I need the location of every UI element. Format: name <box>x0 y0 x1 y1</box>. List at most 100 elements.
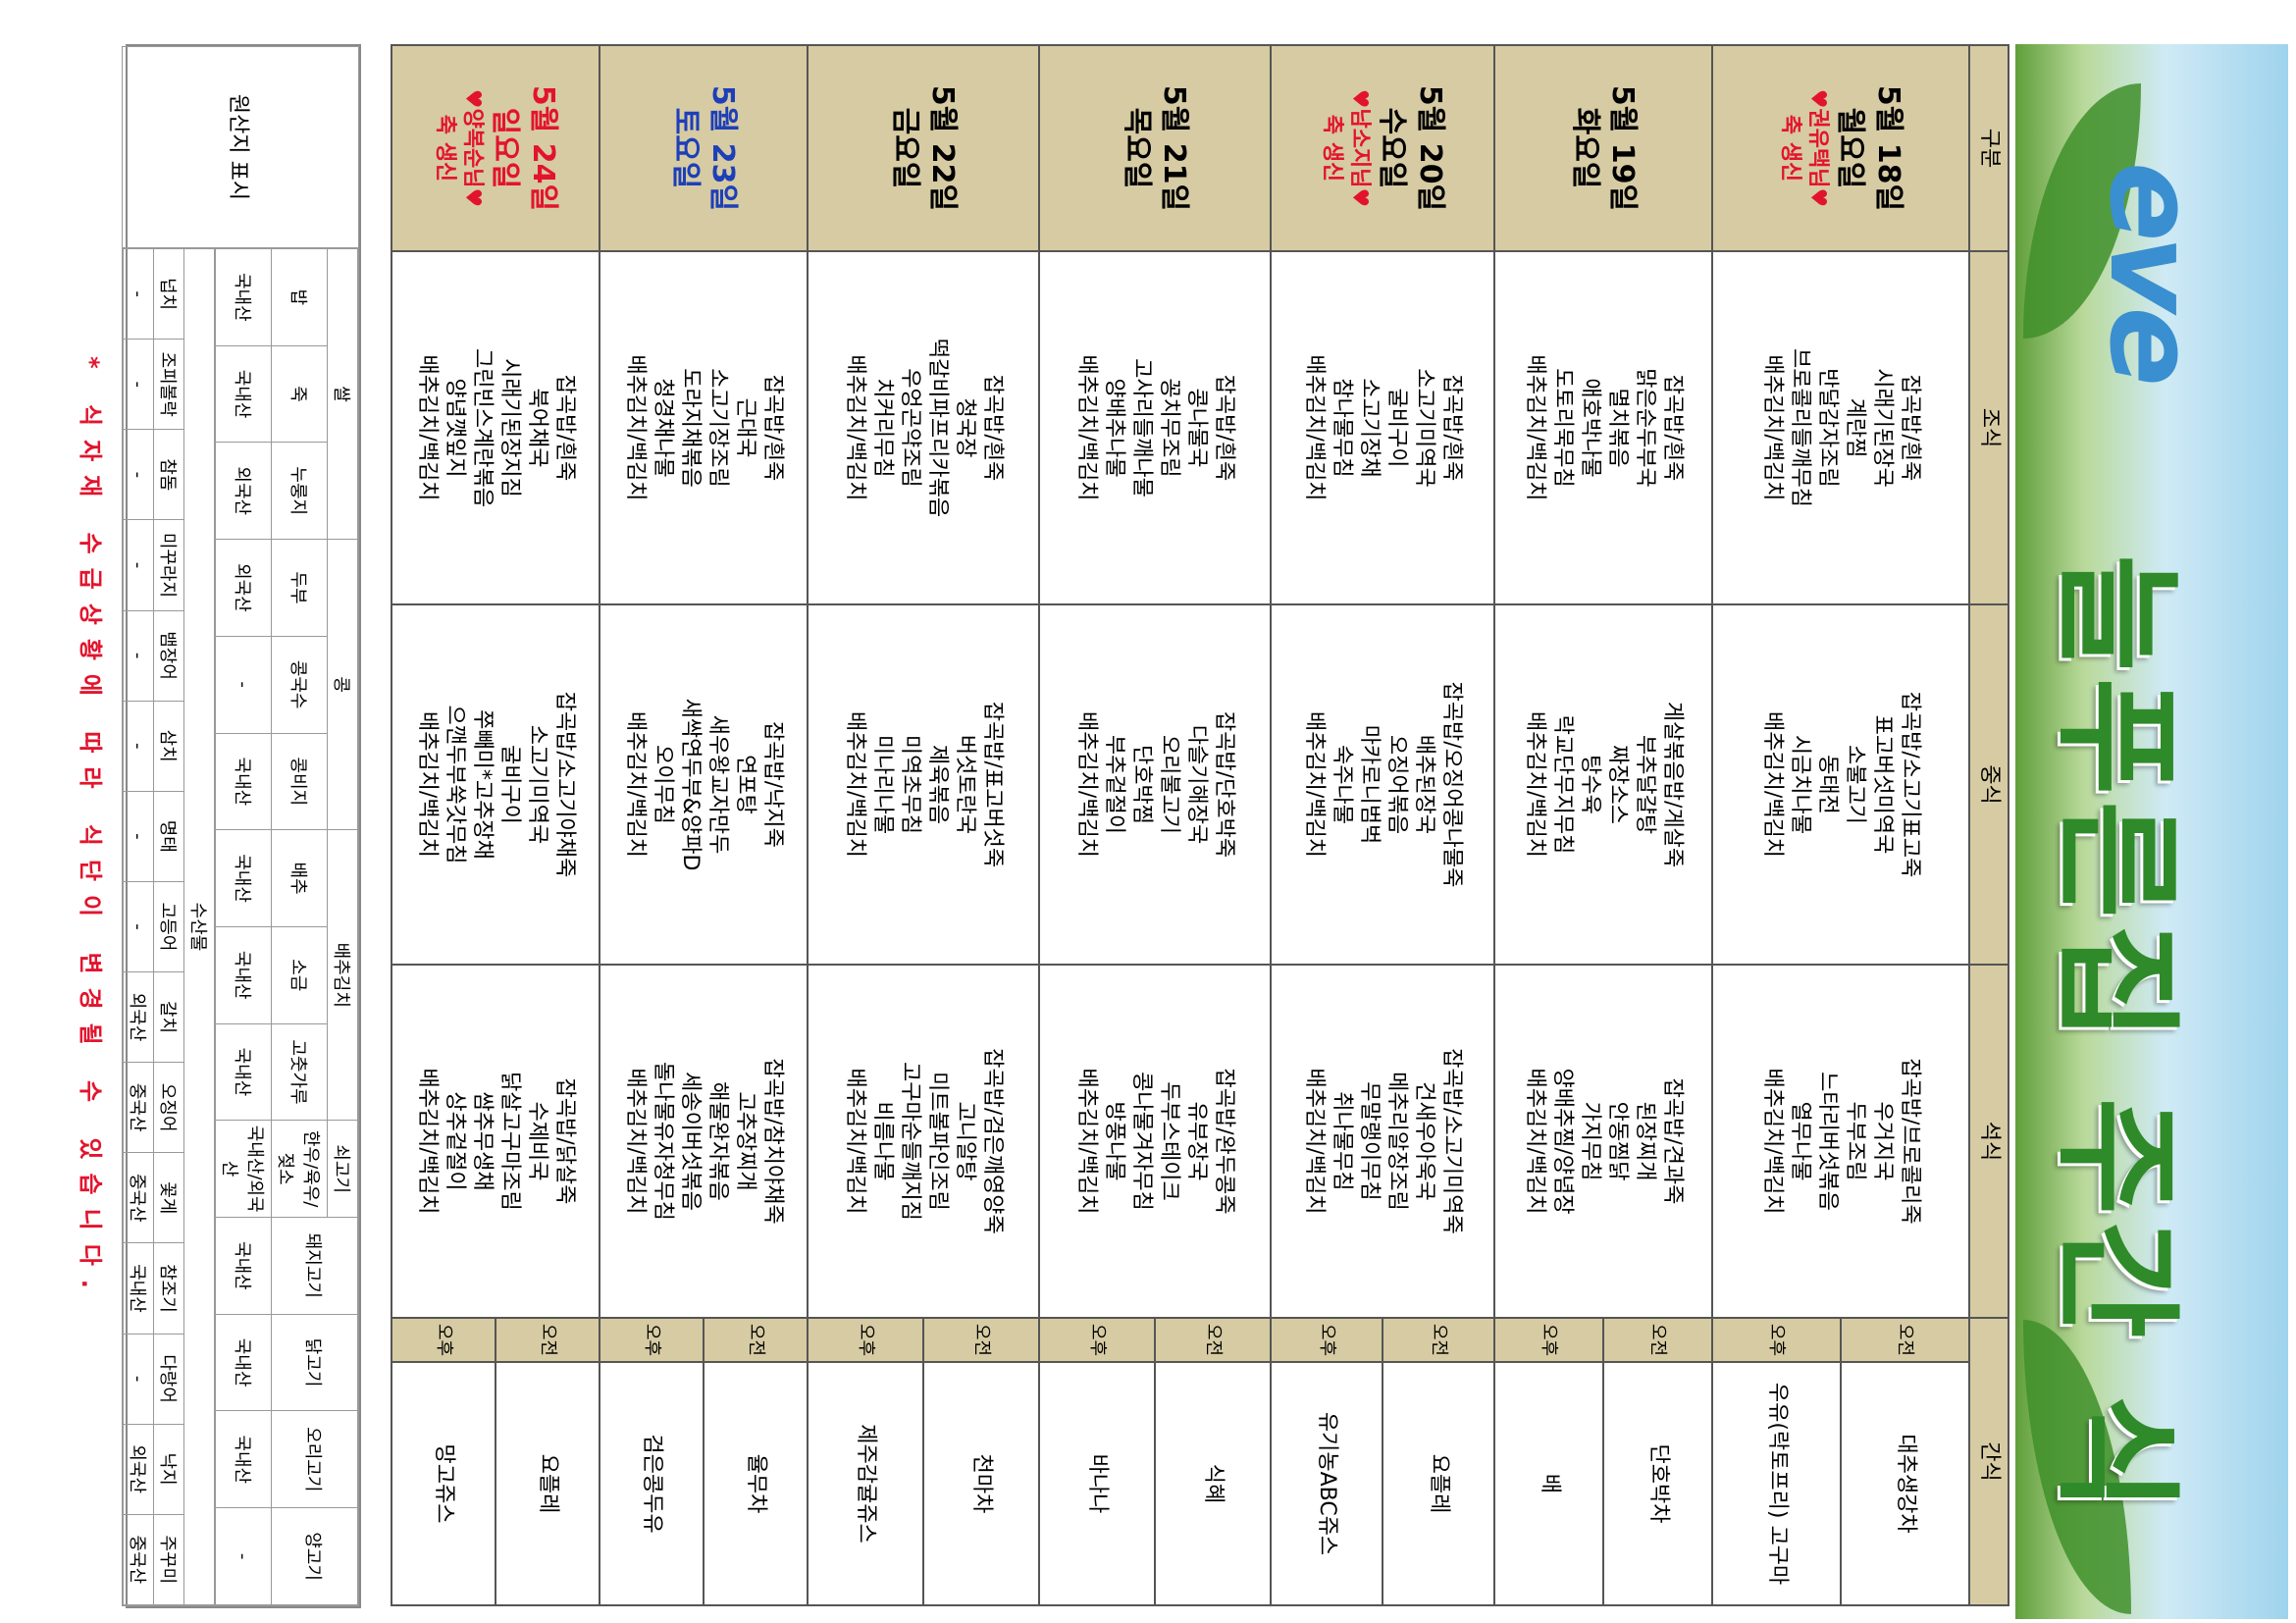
snack-item: 단호박차 <box>1603 1362 1712 1606</box>
dish: 배추김치/백김치 <box>1301 354 1327 501</box>
origin-row: - - - - - - - - 외국산 중국산 중국산 국내산 - 외국산 중국산 <box>123 248 154 1605</box>
birthday-name: ♥양복순님♥ <box>459 88 485 208</box>
item-origin: 외국산 <box>215 442 272 540</box>
dish: 꽁치무조림 <box>1157 378 1182 478</box>
dish: 배추된장국 <box>1412 734 1437 835</box>
day-cell: 5월 23일 토요일 <box>600 45 808 251</box>
item-name: 낙지 <box>153 1424 184 1515</box>
breakfast-cell: 잡곡밥/흰죽 청국장 떡갈비파프리카볶음 우엉곤약조림 치커리무침 배추김치/백김치 <box>808 251 1039 604</box>
dish: 배추김치/백김치 <box>1522 1068 1547 1215</box>
snack-time: 오전 <box>1155 1318 1271 1362</box>
column-header: 구분 <box>1969 45 2009 251</box>
date: 5월 24일 <box>525 84 560 212</box>
snack-item: 배 <box>1494 1362 1603 1606</box>
dish: 배추김치/백김치 <box>1759 710 1785 859</box>
snack-item: 바나나 <box>1039 1362 1155 1606</box>
group-name: 쌀 <box>327 248 358 540</box>
item-origin: 중국산 <box>123 1062 154 1153</box>
dish: 소고기장조림 <box>705 368 731 488</box>
day-cell: 5월 22일 금요일 <box>808 45 1039 251</box>
item-name: 오리고기 <box>271 1410 358 1508</box>
dish: 잡곡밥/소고기미역죽 <box>1439 1048 1465 1234</box>
dish: 게살볶음밥/게살죽 <box>1660 701 1686 868</box>
item-name: 삼치 <box>153 701 184 792</box>
dish: 브로콜리들깨무침 <box>1787 348 1812 507</box>
dish: 배추김치/백김치 <box>1759 1068 1785 1215</box>
dish: 콩나물겨자무침 <box>1129 1072 1154 1211</box>
dish: 쭈빼미*고추장채 <box>470 709 495 860</box>
item-name: 소금 <box>271 926 328 1024</box>
weekday: 월요일 <box>1833 107 1868 189</box>
dish: 잡곡밥/흰죽 <box>1660 374 1686 482</box>
item-origin: 외국산 <box>123 971 154 1063</box>
dish: 잡곡밥/흰죽 <box>1212 374 1237 482</box>
title: 늘푸른집 주간 식단표 <box>2042 554 2191 1518</box>
dish: 배추김치/백김치 <box>1073 354 1099 501</box>
breakfast-cell: 잡곡밥/흰죽 맑은순두부국 멸치볶음 애호박나물 도토리묵무침 배추김치/백김치 <box>1494 251 1712 604</box>
dish: 소고기미역국 <box>525 724 550 845</box>
dish: 가지무침 <box>1578 1101 1602 1181</box>
item-origin: 국내산 <box>215 248 272 346</box>
weekday: 금요일 <box>888 107 922 189</box>
dinner-cell: 잡곡밥/검은깨영양죽 고니알탕 미트볼파인조림 고구마순들깨지짐 비름나물 배추김치/백김… <box>808 965 1039 1318</box>
snack-time: 오전 <box>923 1318 1039 1362</box>
birthday-text: 축 생신 <box>432 114 457 183</box>
dish: 잡곡밥/검은깨영양죽 <box>980 1048 1006 1234</box>
dish: 오이무침 <box>650 745 675 824</box>
dish: 맑은순두부국 <box>1633 368 1658 488</box>
dish: 된장찌개 <box>1633 1101 1658 1181</box>
lunch-cell: 게살볶음밥/게살죽 부추달걀탕 짜장소스 탕수육 락교단무지무침 배추김치/백김치 <box>1494 604 1712 965</box>
dish: 고추장찌개 <box>733 1091 758 1191</box>
snack-item: 우유(락토프리) 고구마 <box>1712 1362 1841 1606</box>
dish: 도라지채볶음 <box>678 368 703 488</box>
item-origin: 외국산 <box>123 1424 154 1515</box>
dish: 잡곡밥/오징어콩나물죽 <box>1439 681 1465 888</box>
dish: 돌나물유자청무침 <box>650 1062 675 1221</box>
dish: 고니알탕 <box>953 1101 978 1181</box>
meat-table: 쌀 콩 배추김치 쇠고기 돼지고기 닭고기 오리고기 양고기 밥 죽 누룽지 두부 콩국수 콩비지 배추 소금… <box>215 248 358 1605</box>
dish: 버섯토란국 <box>953 734 978 835</box>
dish: 부추겉절이 <box>1101 734 1126 835</box>
item-name: 꽃게 <box>153 1152 184 1243</box>
dish: 건새우아욱국 <box>1412 1081 1437 1201</box>
item-origin: - <box>215 636 272 734</box>
column-header: 간식 <box>1969 1318 2009 1606</box>
dish: 새싹연두부&양파D <box>678 698 703 871</box>
item-name: 명태 <box>153 791 184 882</box>
lunch-cell: 잡곡밥/오징어콩나물죽 배추된장국 오징어볶음 마카로니범벅 숙주나물 배추김치/백김치 <box>1271 604 1494 965</box>
dish: 애호박나물 <box>1578 378 1602 478</box>
dish: 도토리묵무침 <box>1549 368 1575 488</box>
dish: 메추리알장조림 <box>1384 1072 1410 1211</box>
column-header: 조식 <box>1969 251 2009 604</box>
lunch-cell: 잡곡밥/낙지죽 연포탕 새우왕교자만두 새싹연두부&양파D 오이무침 배추김치/백김치 <box>600 604 808 965</box>
dish: 배추김치/백김치 <box>1073 1068 1099 1215</box>
dish: 두부조림 <box>1843 1101 1868 1181</box>
logo: eve <box>2083 162 2219 381</box>
birthday-name: ♥남소지님♥ <box>1346 88 1372 208</box>
snack-item: 율무차 <box>704 1362 808 1606</box>
day-row: 5월 22일 금요일 잡곡밥/흰죽 청국장 떡갈비파프리카볶음 우엉곤약조림 치커리무침 배추… <box>808 45 1039 1606</box>
dish: 계란찜 <box>1843 397 1868 458</box>
dish: 안동찜닭 <box>1605 1101 1631 1181</box>
item-origin: 중국산 <box>123 1514 154 1605</box>
item-origin: 외국산 <box>215 539 272 637</box>
item-origin: 국내산 <box>215 1217 272 1315</box>
dinner-cell: 잡곡밥/견과죽 된장찌개 안동찜닭 가지무침 양배추찜/양념장 배추김치/백김치 <box>1494 965 1712 1318</box>
dish: 잡곡밥/참치야채죽 <box>760 1058 786 1225</box>
menu-table: 구분 조식 중식 석식 간식 5월 18일 월요일 ♥권유택님♥ 축 생신 잡곡밥/흰죽 시래기된… <box>391 44 2009 1606</box>
dish: 부추달걀탕 <box>1633 734 1658 835</box>
dish: 배추김치/백김치 <box>842 354 867 501</box>
dish: 쌈추무생채 <box>470 1091 495 1191</box>
dish: 양념깻잎지 <box>442 378 467 478</box>
dish: 미역초무침 <box>898 734 922 835</box>
dish: 콩나물국 <box>1184 388 1210 468</box>
weekday: 토요일 <box>668 107 703 189</box>
dish: 시래기된장국 <box>1870 368 1896 488</box>
dish: 잡곡밥/견과죽 <box>1660 1077 1686 1205</box>
dish: 마카로니범벅 <box>1357 724 1382 845</box>
day-row: 5월 23일 토요일 잡곡밥/흰죽 근대국 소고기장조림 도라지채볶음 청경채나물 배추김치/… <box>600 45 808 1606</box>
dish: 배추김치/백김치 <box>622 354 648 501</box>
item-origin: - <box>123 339 154 430</box>
date: 5월 22일 <box>925 84 961 212</box>
item-name: 미꾸라지 <box>153 519 184 610</box>
